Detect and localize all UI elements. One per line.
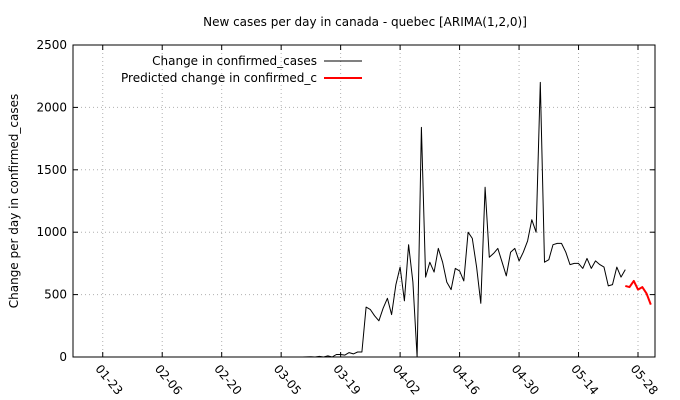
y-tick-label: 500 bbox=[44, 288, 67, 302]
y-tick-label: 1000 bbox=[36, 225, 67, 239]
x-axis: 01-23 02-06 02-20 03-05 03-19 04-02 04-16 04-30… bbox=[92, 45, 661, 398]
plot-frame bbox=[72, 44, 656, 358]
y-tick-label: 2000 bbox=[36, 100, 67, 114]
y-tick-label: 2500 bbox=[36, 38, 67, 52]
y-axis-label: Change per day in confirmed_cases bbox=[7, 94, 21, 309]
y-tick-label: 1500 bbox=[36, 163, 67, 177]
x-tick-label: 05-14 bbox=[568, 362, 601, 398]
x-tick-label: 03-19 bbox=[330, 362, 363, 398]
x-tick-label: 02-06 bbox=[152, 362, 185, 398]
chart-title: New cases per day in canada - quebec [AR… bbox=[203, 15, 527, 29]
grid-lines bbox=[73, 45, 655, 357]
x-tick-label: 05-28 bbox=[628, 362, 661, 398]
legend-label-2: Predicted change in confirmed_c bbox=[121, 71, 317, 85]
series-layer bbox=[221, 81, 652, 358]
x-tick-label: 02-20 bbox=[211, 362, 244, 398]
series-line-1 bbox=[221, 81, 626, 358]
legend-label-1: Change in confirmed_cases bbox=[152, 54, 317, 68]
x-tick-label: 04-16 bbox=[449, 362, 482, 398]
y-tick-label: 0 bbox=[59, 350, 67, 364]
x-tick-label: 01-23 bbox=[92, 362, 125, 398]
x-tick-label: 03-05 bbox=[271, 362, 304, 398]
x-tick-label: 04-02 bbox=[390, 362, 423, 398]
y-axis: 0 500 1000 1500 2000 2500 bbox=[36, 38, 655, 364]
series-line-2 bbox=[625, 279, 652, 305]
x-tick-label: 04-30 bbox=[509, 362, 542, 398]
legend: Change in confirmed_cases Predicted chang… bbox=[121, 54, 362, 85]
